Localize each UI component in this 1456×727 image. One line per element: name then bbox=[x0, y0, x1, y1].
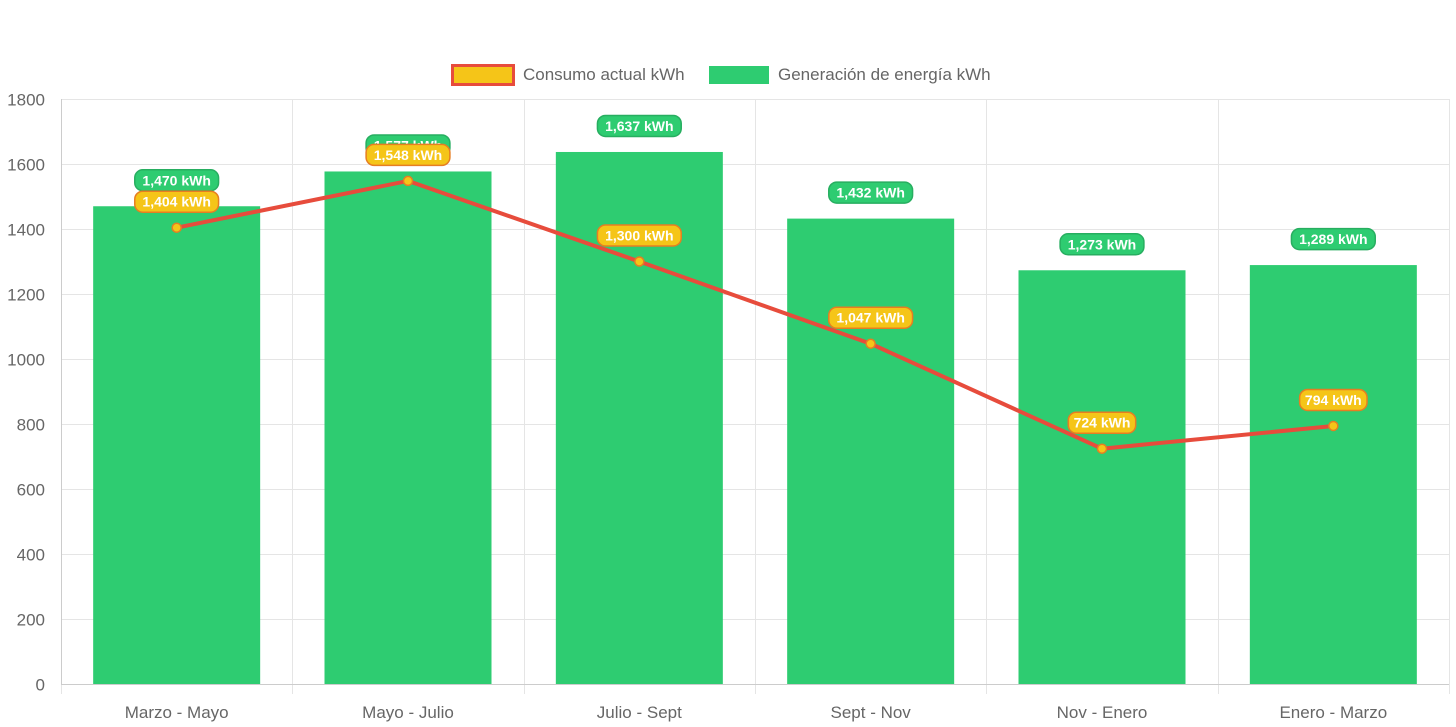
y-tick-label: 400 bbox=[17, 546, 45, 565]
bar-value-label: 1,273 kWh bbox=[1059, 233, 1145, 256]
point-consumo[interactable] bbox=[1096, 443, 1108, 454]
x-tick-label: Marzo - Mayo bbox=[125, 703, 229, 722]
legend-item-consumo[interactable]: Consumo actual kWh bbox=[451, 64, 685, 86]
legend: Consumo actual kWh Generación de energía… bbox=[451, 64, 991, 86]
line-value-label-bg bbox=[134, 190, 220, 213]
line-value-label-text: 724 kWh bbox=[1074, 415, 1131, 431]
point-consumo[interactable] bbox=[634, 256, 645, 267]
y-tick-label: 1800 bbox=[7, 91, 45, 110]
x-tick-label: Sept - Nov bbox=[831, 703, 912, 722]
bar-value-label-bg bbox=[596, 114, 682, 138]
y-tick-label: 1400 bbox=[7, 221, 45, 240]
bar-value-label-text: 1,637 kWh bbox=[605, 118, 673, 134]
bar-value-label: 1,470 kWh bbox=[134, 169, 220, 192]
point-consumo[interactable] bbox=[171, 222, 182, 233]
bar-value-label-bg bbox=[828, 181, 914, 204]
x-tick-label: Julio - Sept bbox=[597, 703, 682, 722]
y-tick-label: 1200 bbox=[7, 286, 45, 305]
line-value-label-bg bbox=[1298, 388, 1368, 412]
line-value-label: 1,047 kWh bbox=[828, 306, 914, 329]
bar-series bbox=[93, 151, 1417, 685]
x-tick-label: Enero - Marzo bbox=[1279, 703, 1387, 722]
line-value-label-bg bbox=[596, 224, 682, 247]
line-value-label-text: 1,548 kWh bbox=[374, 147, 442, 163]
grid bbox=[61, 99, 1450, 694]
bar-value-label: 1,432 kWh bbox=[828, 181, 914, 204]
legend-swatch-generacion bbox=[709, 66, 769, 84]
line-value-label-text: 1,047 kWh bbox=[836, 310, 904, 326]
bar-value-label-bg bbox=[1290, 227, 1376, 251]
legend-item-generacion[interactable]: Generación de energía kWh bbox=[709, 65, 991, 84]
line-value-label-bg bbox=[1067, 411, 1137, 434]
bar-generacion[interactable] bbox=[1249, 265, 1417, 684]
axes: 0 200 400 600 800 1000 1200 1400 1600 1800 Marzo -… bbox=[7, 91, 1449, 722]
line-consumo bbox=[176, 178, 1334, 451]
bar-value-label-bg bbox=[1059, 233, 1145, 256]
bar-value-label-text: 1,273 kWh bbox=[1068, 236, 1136, 252]
y-tick-label: 0 bbox=[36, 676, 45, 695]
y-tick-label: 200 bbox=[17, 611, 45, 630]
bar-generacion[interactable] bbox=[787, 218, 955, 684]
bar-value-label-text: 1,289 kWh bbox=[1299, 231, 1367, 247]
line-value-label: 724 kWh bbox=[1067, 411, 1137, 434]
bar-generacion[interactable] bbox=[93, 206, 261, 684]
line-value-label: 1,548 kWh bbox=[365, 143, 451, 167]
point-consumo[interactable] bbox=[865, 338, 876, 349]
line-value-label-text: 1,300 kWh bbox=[605, 228, 673, 244]
y-tick-label: 1000 bbox=[7, 351, 45, 370]
legend-label-consumo: Consumo actual kWh bbox=[523, 65, 685, 84]
line-value-label: 794 kWh bbox=[1298, 388, 1368, 412]
legend-swatch-consumo bbox=[451, 64, 515, 86]
x-tick-label: Nov - Enero bbox=[1057, 703, 1148, 722]
bar-generacion[interactable] bbox=[324, 171, 492, 685]
bar-value-label-text: 1,432 kWh bbox=[836, 185, 904, 201]
y-tick-label: 1600 bbox=[7, 156, 45, 175]
legend-label-generacion: Generación de energía kWh bbox=[778, 65, 991, 84]
point-consumo[interactable] bbox=[1328, 420, 1339, 432]
bar-value-label: 1,289 kWh bbox=[1290, 227, 1376, 251]
x-tick-label: Mayo - Julio bbox=[362, 703, 454, 722]
line-value-label-bg bbox=[828, 306, 914, 329]
bar-value-label: 1,637 kWh bbox=[596, 114, 682, 138]
line-series bbox=[171, 175, 1339, 454]
line-value-label: 1,300 kWh bbox=[596, 224, 682, 247]
bar-value-label-text: 1,470 kWh bbox=[142, 172, 210, 188]
y-tick-label: 600 bbox=[17, 481, 45, 500]
point-consumo[interactable] bbox=[402, 175, 414, 187]
line-value-label: 1,404 kWh bbox=[134, 190, 220, 213]
bar-generacion[interactable] bbox=[1018, 270, 1186, 684]
line-value-label-text: 1,404 kWh bbox=[142, 194, 210, 210]
line-value-label-text: 794 kWh bbox=[1305, 392, 1362, 408]
line-value-label-bg bbox=[365, 143, 451, 167]
y-tick-label: 800 bbox=[17, 416, 45, 435]
